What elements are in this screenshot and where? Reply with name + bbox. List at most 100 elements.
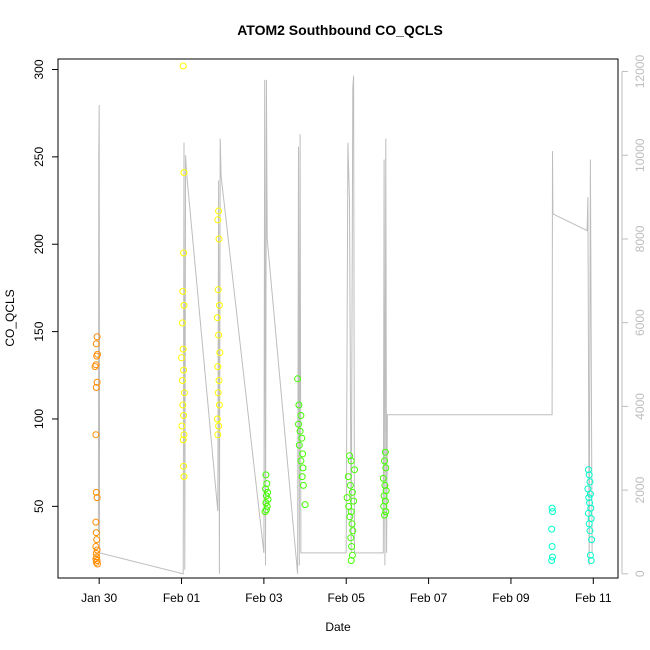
data-point [215,422,223,430]
data-point [264,488,272,496]
x-tick-label: Feb 07 [410,591,448,605]
data-point [298,434,306,442]
data-point [297,457,305,465]
data-point [91,363,99,371]
data-point [178,354,185,362]
data-point [214,431,222,439]
data-point [344,473,352,481]
x-axis-label: Date [325,620,351,634]
points-layer [91,62,596,568]
data-point [180,169,188,177]
data-point [350,497,358,505]
data-point [382,464,390,472]
data-point [379,474,387,482]
data-point [587,557,595,564]
data-point [343,494,351,502]
y2-tick-label: 12000 [633,55,647,89]
data-point [179,436,187,444]
data-point [92,543,100,550]
x-axis: Jan 30 Feb 01 Feb 03 Feb 05 Feb 07 Feb 09 Feb … [81,578,612,605]
data-point [92,558,100,566]
data-point [264,495,272,503]
data-point [585,520,593,528]
data-point [180,431,188,439]
y2-tick-label: 4000 [633,393,647,420]
data-point [179,62,187,70]
data-point [93,352,101,360]
data-point [215,331,223,339]
data-point [348,551,356,559]
data-point [180,389,188,397]
data-point [586,478,594,486]
data-point [178,377,186,384]
data-point [92,529,100,537]
data-point [262,485,269,493]
altitude-layer [97,75,593,575]
data-point [92,340,100,348]
y-axis-label: CO_QCLS [3,289,17,346]
data-point [179,287,187,295]
data-point [215,377,223,384]
data-point [214,363,222,371]
data-point [381,511,388,519]
y-tick-label: 250 [32,147,46,167]
data-point [215,207,223,215]
data-point [216,349,224,357]
y-tick-label: 150 [32,321,46,341]
data-point [299,464,307,472]
data-point [178,319,186,327]
data-point [92,488,100,496]
data-point [213,415,221,423]
altitude-line [97,75,593,575]
data-point [213,314,221,322]
data-point [549,508,556,516]
data-point [548,543,556,550]
data-point [92,384,100,391]
data-point [262,492,270,500]
data-point [348,520,356,528]
data-point [180,301,188,309]
data-point [586,551,594,559]
data-point [262,499,270,507]
data-point [584,509,592,517]
data-point [348,488,356,496]
data-point [349,527,357,535]
data-point [347,457,355,465]
data-point [93,333,101,341]
data-point [179,401,187,409]
data-point [347,508,355,516]
data-point [381,448,389,456]
data-point [584,466,592,474]
y-tick-label: 50 [32,499,46,513]
data-point [381,457,388,465]
data-point [180,249,188,257]
y-tick-label: 300 [32,59,46,79]
data-point [215,401,223,409]
data-point [347,557,355,564]
data-point [351,466,358,474]
y2-tick-label: 6000 [633,309,647,336]
data-point [301,501,309,509]
data-point [381,481,389,489]
x-tick-label: Feb 01 [163,591,201,605]
data-point [262,506,270,514]
data-point [92,518,100,526]
data-point [296,427,304,435]
data-point [93,536,101,544]
data-point [297,412,305,419]
data-point [180,473,188,481]
data-point [346,481,354,489]
data-point [588,536,596,544]
data-point [92,550,100,557]
data-point [298,473,306,481]
data-point [262,471,270,479]
data-point [215,235,223,243]
data-point [92,431,100,439]
x-tick-label: Feb 11 [575,591,612,605]
y2-tick-label: 10000 [633,138,647,172]
x-tick-label: Feb 03 [245,591,283,605]
data-point [548,525,556,533]
data-point [549,553,556,561]
data-point [214,389,222,397]
y2-tick-label: 8000 [633,225,647,252]
